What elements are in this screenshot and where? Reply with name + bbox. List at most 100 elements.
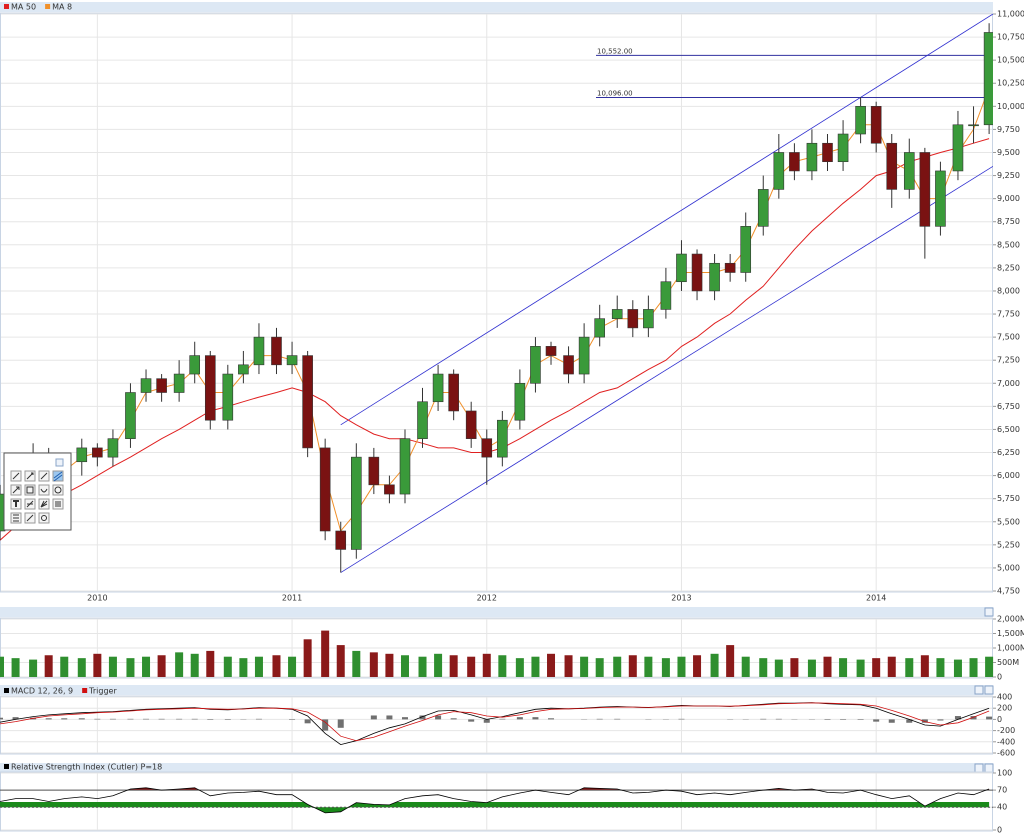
- volume-bar: [369, 652, 378, 677]
- volume-bar: [531, 656, 540, 677]
- histogram-bar: [127, 718, 134, 720]
- volume-bar: [823, 656, 832, 677]
- channel-line: [340, 14, 993, 426]
- histogram-bar: [45, 718, 52, 720]
- histogram-bar: [191, 718, 198, 720]
- candle-body: [676, 253, 687, 283]
- histogram-bar: [386, 715, 393, 720]
- histogram-bar: [0, 717, 3, 720]
- panel-frame: [0, 12, 993, 593]
- histogram-bar: [468, 719, 475, 722]
- y-tick-label: 1,000M: [997, 644, 1024, 653]
- x-tick-label: 2011: [282, 594, 302, 603]
- histogram-bar: [614, 718, 621, 720]
- volume-bar: [0, 656, 4, 677]
- histogram-bar: [207, 719, 214, 720]
- volume-bar: [759, 658, 768, 677]
- volume-bar: [580, 656, 589, 677]
- volume-bar: [108, 656, 117, 677]
- volume-bar: [872, 658, 881, 677]
- overbought-fill: [127, 787, 990, 790]
- histogram-bar: [596, 718, 603, 720]
- legend-label: Trigger: [88, 687, 117, 696]
- close-button[interactable]: [984, 763, 994, 773]
- volume-bar: [515, 658, 524, 677]
- histogram-bar: [158, 718, 165, 720]
- y-tick-label: 11,000: [997, 10, 1024, 19]
- volume-bar: [936, 658, 945, 677]
- y-tick-label: 7,500: [997, 333, 1020, 342]
- candle-body: [903, 152, 915, 190]
- y-tick-label: 9,000: [997, 194, 1020, 203]
- x-tick-label: 2014: [866, 594, 886, 603]
- candle-body: [335, 530, 347, 550]
- candle-body: [92, 447, 103, 458]
- y-tick-label: 70: [997, 786, 1007, 795]
- candle-body: [709, 262, 720, 292]
- y-tick-label: 6,250: [997, 448, 1020, 457]
- histogram-bar: [921, 719, 928, 723]
- y-tick-label: 0: [997, 826, 1002, 835]
- volume-bar: [352, 650, 361, 677]
- y-tick-label: 10,750: [997, 33, 1024, 42]
- histogram-bar: [678, 718, 685, 720]
- candle-body: [497, 419, 508, 458]
- candle-body: [789, 152, 800, 172]
- volume-bar: [288, 656, 297, 677]
- candle-body: [253, 336, 265, 366]
- close-button[interactable]: [984, 607, 994, 617]
- y-tick-label: 8,500: [997, 240, 1020, 249]
- candle-body: [156, 378, 167, 393]
- tool-rect[interactable]: [24, 484, 36, 496]
- candle-body: [125, 392, 136, 439]
- candle-body: [643, 309, 654, 329]
- histogram-bar: [532, 717, 539, 720]
- level-label: 10,552.00: [597, 47, 633, 55]
- volume-bar: [726, 645, 735, 677]
- y-tick-label: 200: [997, 704, 1012, 713]
- tool-channel[interactable]: [52, 470, 64, 482]
- candle-body: [173, 373, 185, 393]
- y-tick-label: 9,750: [997, 125, 1020, 134]
- y-tick-label: 1,500M: [997, 629, 1024, 638]
- volume-bar: [467, 656, 476, 677]
- y-tick-label: 100: [997, 769, 1012, 778]
- histogram-bar: [12, 717, 19, 720]
- histogram-bar: [401, 717, 408, 720]
- close-button[interactable]: [984, 685, 994, 695]
- y-tick-label: 7,000: [997, 379, 1020, 388]
- toolbox-close[interactable]: [55, 458, 64, 467]
- candle-body: [189, 355, 201, 375]
- candle-body: [935, 170, 946, 227]
- legend-label: MA 8: [52, 3, 72, 12]
- panel-button[interactable]: [974, 763, 984, 773]
- tool-settings[interactable]: [38, 512, 50, 524]
- histogram-bar: [255, 718, 262, 720]
- volume-bar: [385, 653, 394, 677]
- volume-bar: [807, 659, 816, 677]
- tool-arc[interactable]: [38, 484, 50, 496]
- y-tick-label: 9,500: [997, 148, 1020, 157]
- candle-body: [319, 447, 331, 532]
- channel-line: [340, 165, 993, 573]
- tool-circle[interactable]: [52, 484, 64, 496]
- candle-body: [660, 281, 672, 310]
- y-tick-label: 4,750: [997, 587, 1020, 596]
- y-tick-label: 9,250: [997, 171, 1020, 180]
- volume-bar: [774, 659, 783, 677]
- y-tick-label: 500M: [997, 658, 1019, 667]
- candle-body: [983, 32, 993, 126]
- candle-body: [399, 438, 411, 495]
- panel-button[interactable]: [974, 685, 984, 695]
- histogram-bar: [289, 719, 296, 720]
- histogram-bar: [888, 719, 895, 723]
- volume-bar: [190, 653, 199, 677]
- volume-bar: [644, 656, 653, 677]
- volume-strip: [0, 607, 993, 617]
- candle-body: [757, 189, 769, 227]
- histogram-bar: [337, 719, 344, 728]
- candle-body: [611, 309, 623, 319]
- volume-bar: [142, 656, 151, 677]
- volume-bar: [613, 656, 622, 677]
- legend-swatch: [45, 4, 51, 9]
